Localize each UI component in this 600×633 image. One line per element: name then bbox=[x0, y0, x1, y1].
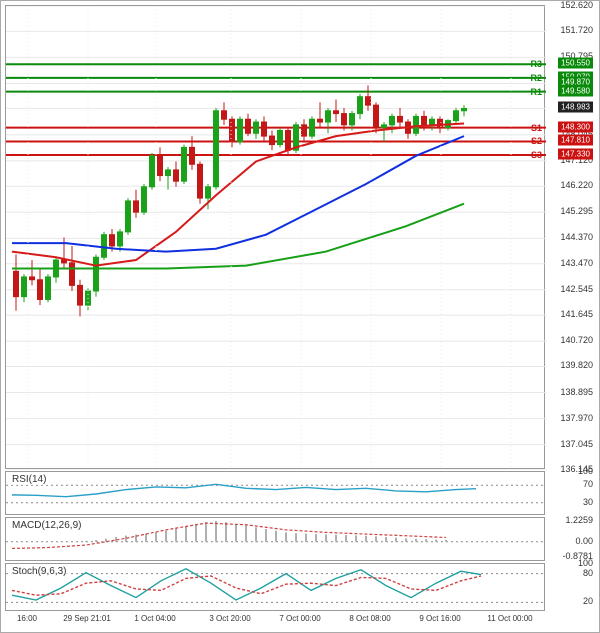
xtick: 16:00 bbox=[17, 614, 37, 623]
stoch-yaxis: 1008020 bbox=[545, 563, 595, 611]
sr-price: 150.550 bbox=[558, 58, 593, 69]
ytick: 80 bbox=[583, 568, 593, 578]
ytick: 20 bbox=[583, 596, 593, 606]
stoch-panel[interactable]: Stoch(9,6,3) bbox=[5, 563, 545, 611]
ytick: 141.645 bbox=[560, 309, 593, 319]
ytick: 151.720 bbox=[560, 25, 593, 35]
ytick: 70 bbox=[583, 479, 593, 489]
macd-label: MACD(12,26,9) bbox=[10, 520, 83, 531]
ytick: 152.620 bbox=[560, 0, 593, 10]
ytick: 30 bbox=[583, 497, 593, 507]
sr-label: S1 bbox=[531, 123, 542, 133]
price-panel[interactable]: R3 R2 R1 S1 S2 S3 bbox=[5, 5, 545, 469]
xtick: 7 Oct 00:00 bbox=[279, 614, 320, 623]
ytick: 100 bbox=[578, 466, 593, 476]
macd-yaxis: 1.22590.00-0.8781 bbox=[545, 517, 595, 561]
price-svg bbox=[6, 6, 546, 470]
macd-svg bbox=[6, 518, 546, 562]
ytick: 142.545 bbox=[560, 284, 593, 294]
xtick: 9 Oct 16:00 bbox=[419, 614, 460, 623]
ytick: 144.370 bbox=[560, 232, 593, 242]
ytick: 0.00 bbox=[575, 536, 593, 546]
sr-label: S3 bbox=[531, 150, 542, 160]
time-axis: 16:00 29 Sep 21:01 1 Oct 04:00 3 Oct 20:00 7… bbox=[5, 614, 545, 630]
price-chip: 149.870 bbox=[558, 77, 593, 88]
sr-label: R3 bbox=[530, 59, 542, 69]
rsi-svg bbox=[6, 472, 546, 516]
ytick: 137.970 bbox=[560, 413, 593, 423]
macd-panel[interactable]: MACD(12,26,9) bbox=[5, 517, 545, 561]
current-price-chip: 148.983 bbox=[558, 102, 593, 113]
ytick: 143.470 bbox=[560, 258, 593, 268]
sr-price: 148.300 bbox=[558, 121, 593, 132]
ytick: 145.295 bbox=[560, 206, 593, 216]
rsi-label: RSI(14) bbox=[10, 474, 48, 485]
ytick: 146.220 bbox=[560, 180, 593, 190]
price-yaxis: 152.620151.720150.795149.870148.983148.0… bbox=[545, 5, 595, 469]
stoch-svg bbox=[6, 564, 546, 612]
ytick: 139.820 bbox=[560, 360, 593, 370]
sr-label: R1 bbox=[530, 87, 542, 97]
ytick: 138.895 bbox=[560, 387, 593, 397]
xtick: 1 Oct 04:00 bbox=[134, 614, 175, 623]
xtick: 3 Oct 20:00 bbox=[209, 614, 250, 623]
xtick: 8 Oct 08:00 bbox=[349, 614, 390, 623]
stoch-label: Stoch(9,6,3) bbox=[10, 566, 68, 577]
sr-price: 147.810 bbox=[558, 135, 593, 146]
sr-label: S2 bbox=[531, 136, 542, 146]
ytick: 137.045 bbox=[560, 439, 593, 449]
chart-container: R3R2R1S1S2S3 152.620151.720150.795149.87… bbox=[0, 0, 600, 633]
sr-price: 147.330 bbox=[558, 148, 593, 159]
rsi-yaxis: 1007030 bbox=[545, 471, 595, 515]
ytick: 140.720 bbox=[560, 335, 593, 345]
rsi-panel[interactable]: RSI(14) bbox=[5, 471, 545, 515]
ytick: 1.2259 bbox=[565, 515, 593, 525]
xtick: 11 Oct 00:00 bbox=[487, 614, 532, 623]
ytick: 100 bbox=[578, 558, 593, 568]
sr-label: R2 bbox=[530, 73, 542, 83]
xtick: 29 Sep 21:01 bbox=[63, 614, 111, 623]
